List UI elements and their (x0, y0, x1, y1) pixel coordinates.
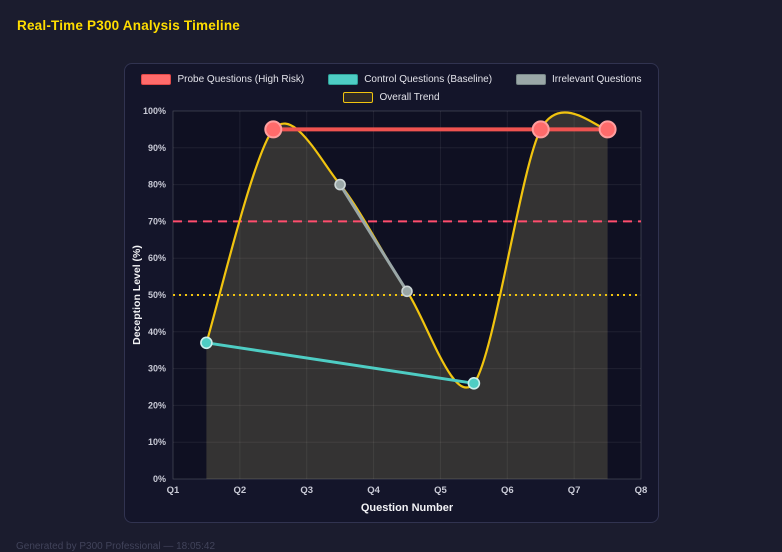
x-tick-label: Q4 (367, 485, 380, 496)
y-tick-label: 80% (148, 180, 166, 190)
y-tick-label: 40% (148, 327, 166, 337)
x-tick-label: Q8 (635, 485, 648, 496)
y-tick-label: 60% (148, 253, 166, 263)
legend-row-2: Overall Trend (125, 90, 658, 104)
control-line (204, 341, 476, 385)
probe-point (531, 120, 550, 139)
x-tick-label: Q1 (167, 485, 180, 496)
y-tick-label: 100% (143, 106, 166, 116)
footer-note: Generated by P300 Professional — 18:05:4… (16, 541, 216, 552)
y-tick-label: 10% (148, 437, 166, 447)
legend-label-probe: Probe Questions (High Risk) (177, 73, 305, 85)
legend-row-1: Probe Questions (High Risk) Control Quest… (125, 72, 658, 86)
legend-swatch-trend (343, 91, 374, 103)
probe-point (598, 120, 617, 139)
y-tick-label: 70% (148, 216, 166, 226)
timeline-chart: 0% 10% 20% 30% 40% 50% 60% 70% 80% 90% 100% Q1 Q2 Q3 Q… (131, 106, 648, 514)
chart-panel: Probe Questions (High Risk) Control Quest… (124, 63, 659, 523)
x-tick-label: Q3 (300, 485, 313, 496)
legend-label-irrelevant: Irrelevant Questions (552, 73, 642, 85)
x-tick-label: Q2 (234, 485, 247, 496)
page-title: Real-Time P300 Analysis Timeline (17, 18, 241, 33)
x-tick-label: Q6 (501, 485, 514, 496)
y-tick-label: 30% (148, 364, 166, 374)
x-tick-label: Q5 (434, 485, 447, 496)
control-point (467, 376, 481, 390)
legend-swatch-control (328, 73, 359, 85)
x-tick-label: Q7 (568, 485, 581, 496)
legend-item-probe[interactable]: Probe Questions (High Risk) (141, 73, 305, 85)
control-point (200, 336, 213, 350)
legend-label-trend: Overall Trend (379, 91, 440, 103)
legend-item-control[interactable]: Control Questions (Baseline) (328, 73, 493, 85)
legend-item-irrelevant[interactable]: Irrelevant Questions (516, 73, 642, 85)
y-tick-label: 90% (148, 143, 166, 153)
probe-point (264, 120, 283, 139)
x-axis-title: Question Number (361, 502, 454, 514)
legend-swatch-irrelevant (516, 73, 547, 85)
irrelevant-point (334, 178, 346, 191)
y-axis-title: Deception Level (%) (131, 245, 143, 345)
y-tick-label: 0% (153, 474, 166, 484)
chart-legend: Probe Questions (High Risk) Control Quest… (125, 64, 658, 104)
irrelevant-line (338, 183, 409, 293)
legend-label-control: Control Questions (Baseline) (364, 73, 493, 85)
legend-item-trend[interactable]: Overall Trend (343, 91, 440, 103)
irrelevant-point (401, 285, 413, 298)
y-tick-label: 50% (148, 290, 166, 300)
legend-swatch-probe (141, 73, 172, 85)
y-tick-label: 20% (148, 400, 166, 410)
